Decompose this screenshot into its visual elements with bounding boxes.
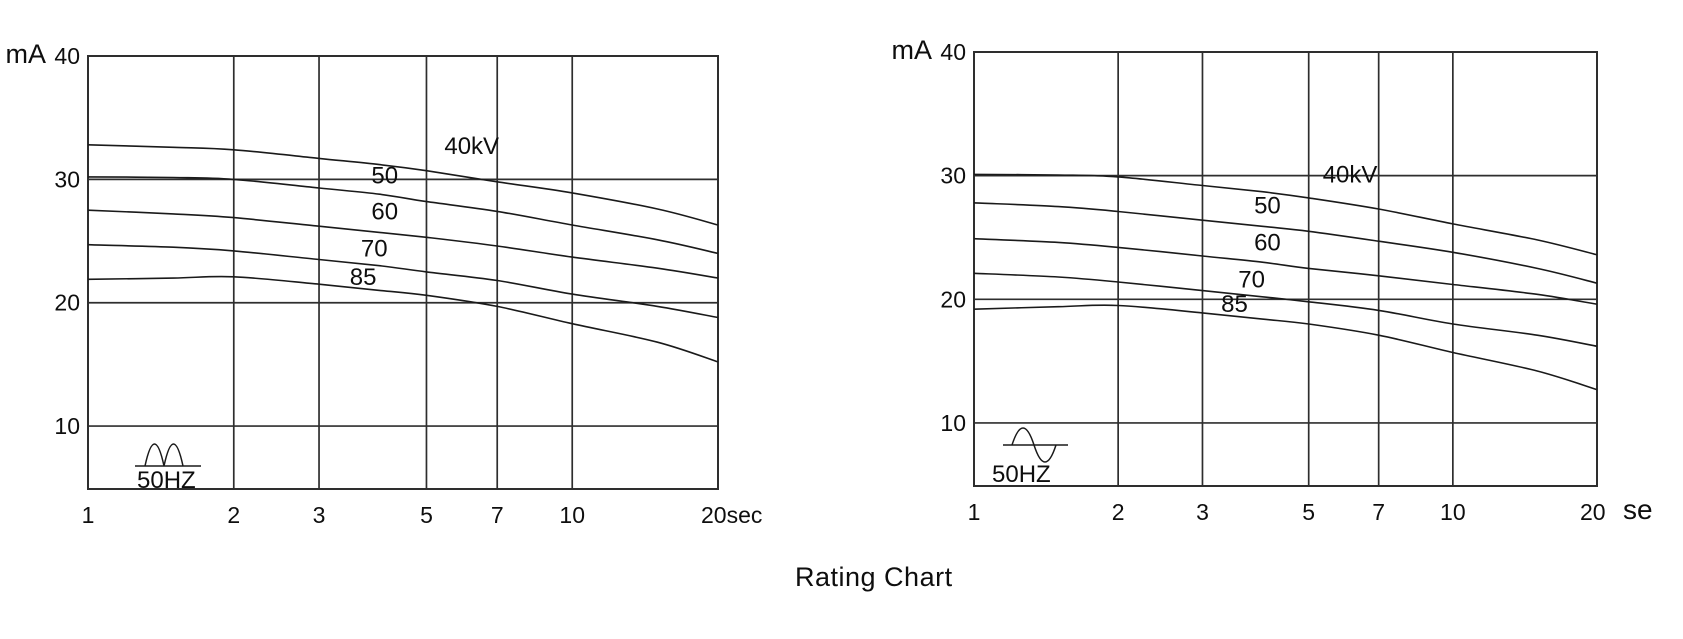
x-tick-label-7: 7 xyxy=(1372,499,1385,525)
x-tick-label-1: 1 xyxy=(968,499,981,525)
sine-wave-icon xyxy=(1011,427,1057,463)
x-tick-label-3: 3 xyxy=(1196,499,1209,525)
curve-label-50kV: 50 xyxy=(371,163,398,190)
x-end-label-20: 20 xyxy=(1580,499,1606,525)
x-tick-label-3: 3 xyxy=(313,502,326,528)
x-tick-label-2: 2 xyxy=(227,502,240,528)
x-tick-label-7: 7 xyxy=(491,502,504,528)
curve-85kV xyxy=(973,304,1598,391)
y-tick-label-20: 20 xyxy=(940,286,966,312)
curve-label-60kV: 60 xyxy=(371,198,398,225)
x-tick-label-5: 5 xyxy=(1302,499,1315,525)
curve-50kV xyxy=(87,176,719,255)
y-tick-label-20: 20 xyxy=(54,290,80,316)
curve-label-85kV: 85 xyxy=(350,264,377,291)
y-tick-label-10: 10 xyxy=(940,410,966,436)
x-tick-label-5: 5 xyxy=(420,502,433,528)
x-axis-unit-label: se xyxy=(1623,494,1653,525)
curve-label-70kV: 70 xyxy=(361,235,388,262)
plot-border xyxy=(87,55,719,490)
curve-85kV xyxy=(87,275,719,363)
x-tick-label-10: 10 xyxy=(559,502,585,528)
curve-60kV xyxy=(973,237,1598,305)
x-end-label-20: 20sec xyxy=(701,502,762,528)
curve-40kV xyxy=(973,173,1598,256)
plot-border xyxy=(973,51,1598,487)
x-tick-label-10: 10 xyxy=(1440,499,1466,525)
y-tick-label-40: 40 xyxy=(940,39,966,65)
curve-70kV xyxy=(87,243,719,319)
curve-label-40kV: 40kV xyxy=(444,133,499,160)
y-tick-label-40: 40 xyxy=(54,43,80,69)
y-tick-label-10: 10 xyxy=(54,413,80,439)
curve-label-60kV: 60 xyxy=(1254,229,1281,256)
figure-title: Rating Chart xyxy=(795,562,953,592)
curve-50kV xyxy=(973,202,1598,284)
curve-label-50kV: 50 xyxy=(1254,192,1281,219)
frequency-label: 50HZ xyxy=(992,461,1051,488)
curve-label-40kV: 40kV xyxy=(1323,161,1378,188)
frequency-label: 50HZ xyxy=(137,467,196,494)
curve-60kV xyxy=(87,209,719,279)
curve-label-85kV: 85 xyxy=(1221,291,1248,318)
x-tick-label-2: 2 xyxy=(1112,499,1125,525)
y-tick-label-30: 30 xyxy=(940,163,966,189)
curve-label-70kV: 70 xyxy=(1238,267,1265,294)
x-tick-label-1: 1 xyxy=(82,502,95,528)
y-axis-unit-label: mA xyxy=(892,35,933,65)
curve-70kV xyxy=(973,272,1598,348)
full-wave-rectified-icon xyxy=(144,443,184,467)
curve-40kV xyxy=(87,144,719,226)
y-axis-unit-label: mA xyxy=(6,39,47,69)
y-tick-label-30: 30 xyxy=(54,166,80,192)
